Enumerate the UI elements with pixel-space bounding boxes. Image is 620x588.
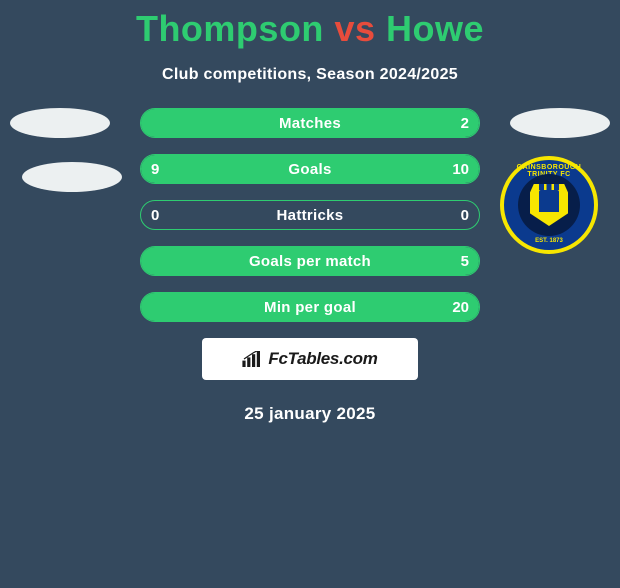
stat-row-hattricks: 0 Hattricks 0 xyxy=(140,200,480,230)
stat-value-right: 20 xyxy=(452,299,469,316)
stat-value-left: 0 xyxy=(151,207,159,224)
stat-label: Hattricks xyxy=(277,207,344,224)
stat-row-goals: 9 Goals 10 xyxy=(140,154,480,184)
stat-bar-left xyxy=(141,155,300,183)
title-player-a: Thompson xyxy=(136,8,324,49)
player-a-placeholder-icon xyxy=(22,162,122,192)
bar-chart-icon xyxy=(242,351,262,367)
page-title: Thompson vs Howe xyxy=(0,8,620,50)
stat-value-right: 0 xyxy=(461,207,469,224)
crest-shield-icon xyxy=(530,184,568,226)
stat-label: Goals per match xyxy=(249,253,371,270)
stat-value-left: 9 xyxy=(151,161,159,178)
stats-panel: GAINSBOROUGH TRINITY FC EST. 1873 Matche… xyxy=(0,108,620,322)
crest-tower-icon xyxy=(539,190,559,212)
title-vs: vs xyxy=(334,8,375,49)
title-player-b: Howe xyxy=(386,8,484,49)
player-b-placeholder-icon xyxy=(510,108,610,138)
branding-label: FcTables.com xyxy=(268,349,377,369)
stat-value-right: 2 xyxy=(461,115,469,132)
player-a-placeholder-icon xyxy=(10,108,110,138)
snapshot-date: 25 january 2025 xyxy=(0,404,620,424)
crest-bottom-text: EST. 1873 xyxy=(504,238,594,244)
stat-label: Goals xyxy=(288,161,331,178)
branding-link[interactable]: FcTables.com xyxy=(202,338,418,380)
stat-value-right: 10 xyxy=(452,161,469,178)
stat-row-min-per-goal: Min per goal 20 xyxy=(140,292,480,322)
stat-label: Min per goal xyxy=(264,299,356,316)
stat-value-right: 5 xyxy=(461,253,469,270)
subtitle: Club competitions, Season 2024/2025 xyxy=(0,66,620,84)
crest-inner xyxy=(518,174,580,236)
club-crest: GAINSBOROUGH TRINITY FC EST. 1873 xyxy=(500,156,598,254)
stat-row-matches: Matches 2 xyxy=(140,108,480,138)
stat-row-goals-per-match: Goals per match 5 xyxy=(140,246,480,276)
stat-label: Matches xyxy=(279,115,341,132)
